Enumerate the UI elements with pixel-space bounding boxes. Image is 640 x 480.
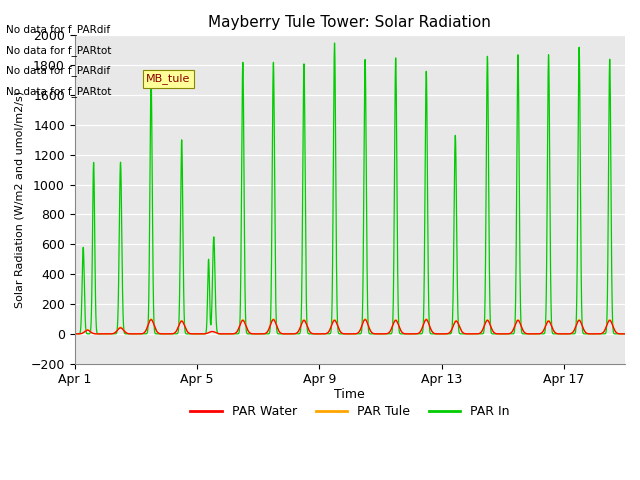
PAR Water <box>93 331 100 337</box>
Line: PAR Water: PAR Water <box>75 320 625 334</box>
PAR In <box>621 331 629 337</box>
PAR Water <box>173 328 180 334</box>
PAR Tule <box>93 331 100 337</box>
PAR Water <box>398 330 406 336</box>
PAR In <box>398 331 406 337</box>
PAR In <box>173 331 180 337</box>
PAR In <box>615 331 623 337</box>
Line: PAR Tule: PAR Tule <box>75 319 625 334</box>
PAR Tule <box>615 331 623 336</box>
PAR In <box>71 331 79 337</box>
PAR In <box>255 331 263 337</box>
PAR Water <box>255 331 263 337</box>
Legend: PAR Water, PAR Tule, PAR In: PAR Water, PAR Tule, PAR In <box>186 400 515 423</box>
PAR In <box>170 331 177 337</box>
Text: MB_tule: MB_tule <box>146 73 191 84</box>
PAR In <box>331 40 339 46</box>
PAR Tule <box>71 331 79 337</box>
PAR Water <box>170 331 177 336</box>
PAR In <box>93 330 100 336</box>
PAR Tule <box>173 328 180 334</box>
Text: No data for f_PARdif: No data for f_PARdif <box>6 65 111 76</box>
PAR Water <box>615 331 623 336</box>
PAR Tule <box>398 329 406 335</box>
Title: Mayberry Tule Tower: Solar Radiation: Mayberry Tule Tower: Solar Radiation <box>209 15 492 30</box>
Text: No data for f_PARtot: No data for f_PARtot <box>6 45 112 56</box>
PAR Tule <box>147 316 155 322</box>
PAR Tule <box>621 331 629 337</box>
Line: PAR In: PAR In <box>75 43 625 334</box>
Text: No data for f_PARtot: No data for f_PARtot <box>6 86 112 97</box>
PAR Tule <box>170 331 177 336</box>
X-axis label: Time: Time <box>335 388 365 401</box>
PAR Water <box>71 331 79 337</box>
PAR Water <box>147 317 155 323</box>
PAR Tule <box>255 331 263 337</box>
Y-axis label: Solar Radiation (W/m2 and umol/m2/s): Solar Radiation (W/m2 and umol/m2/s) <box>15 91 25 308</box>
Text: No data for f_PARdif: No data for f_PARdif <box>6 24 111 35</box>
PAR Water <box>621 331 629 337</box>
